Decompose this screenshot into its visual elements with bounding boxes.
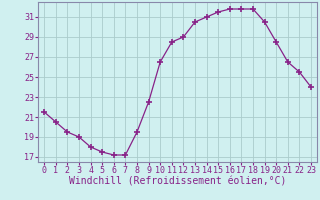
X-axis label: Windchill (Refroidissement éolien,°C): Windchill (Refroidissement éolien,°C) (69, 177, 286, 187)
